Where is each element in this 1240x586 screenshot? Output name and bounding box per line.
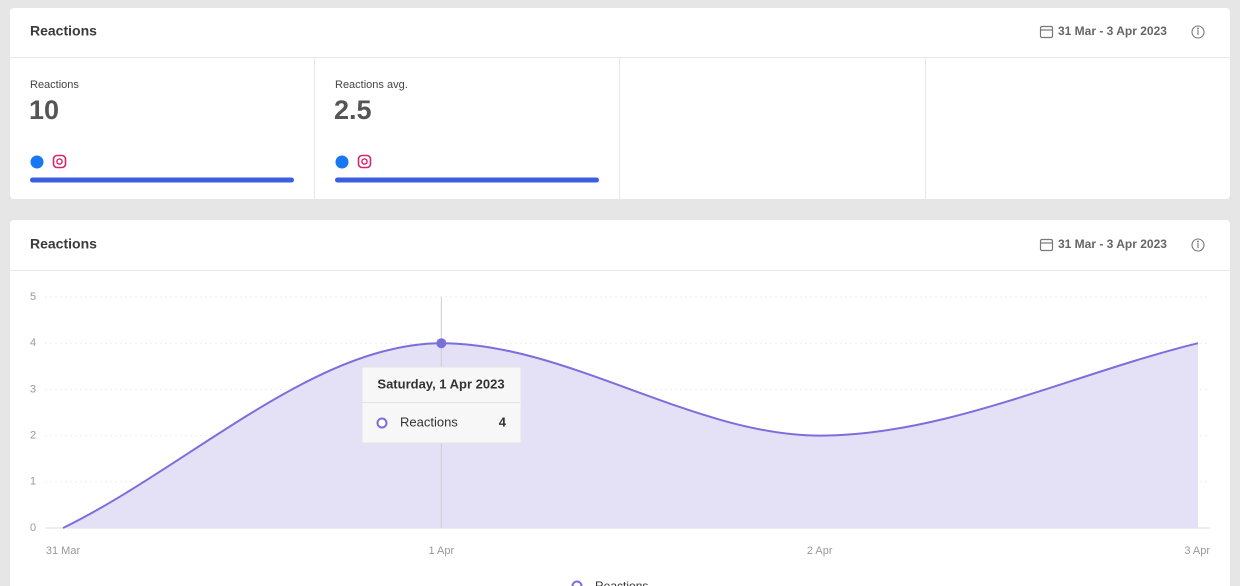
progress-bar [30,177,294,183]
date-range[interactable]: 31 Mar - 3 Apr 2023 [1058,24,1167,38]
facebook-icon [335,155,349,169]
metrics: Reactions 10 Reactions avg. 2.5 [29,79,599,183]
active-point [436,338,447,349]
y-tick-label: 3 [30,383,36,395]
tooltip-marker [376,417,388,429]
info-icon[interactable] [1191,25,1205,39]
x-tick-label: 1 Apr [428,545,454,557]
tooltip-title: Saturday, 1 Apr 2023 [377,376,504,391]
x-tick-label: 3 Apr [1184,545,1210,557]
legend-marker[interactable] [571,580,583,586]
calendar-icon [1039,25,1054,39]
date-range[interactable]: 31 Mar - 3 Apr 2023 [1058,237,1167,251]
instagram-icon [357,154,372,169]
tooltip-value: 4 [499,414,507,429]
y-tick-label: 1 [30,476,36,488]
metric-label: Reactions avg. [335,79,408,91]
info-icon[interactable] [1191,238,1205,252]
y-tick-label: 2 [30,430,36,442]
x-tick-label: 31 Mar [46,545,81,557]
metric-value: 2.5 [334,95,372,125]
legend-label[interactable]: Reactions [595,579,648,586]
card-title: Reactions [30,236,97,252]
progress-bar [335,177,599,183]
facebook-icon [30,155,44,169]
x-tick-label: 2 Apr [807,545,833,557]
tooltip-series: Reactions [400,414,458,429]
y-tick-label: 5 [30,291,36,303]
y-tick-label: 0 [30,522,36,534]
card-title: Reactions [30,23,97,39]
calendar-icon [1039,238,1054,252]
metric-value: 10 [29,95,59,125]
area [63,343,1198,528]
metric-label: Reactions [30,79,79,91]
instagram-lens [361,158,368,165]
instagram-lens [56,158,63,165]
line [62,342,1199,529]
y-tick-label: 4 [30,337,36,349]
tooltip [361,366,522,444]
instagram-icon [52,154,67,169]
chart: 0 1 2 3 4 5 31 Mar 1 Apr 2 Apr 3 Apr Saturday, 1 A… [30,291,1210,586]
